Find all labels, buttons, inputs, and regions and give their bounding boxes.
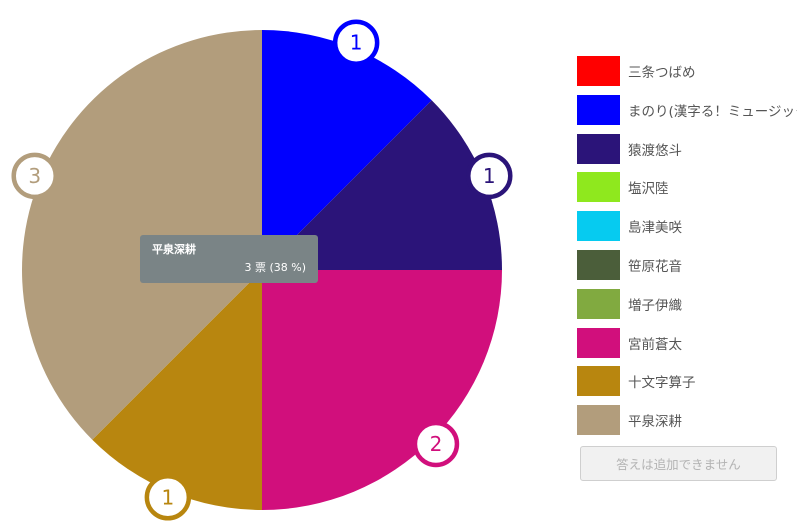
- legend-item[interactable]: 猿渡悠斗: [577, 133, 797, 164]
- legend-label: 平泉深耕: [628, 414, 682, 431]
- legend-item[interactable]: 平泉深耕: [577, 405, 797, 436]
- slice-value-text: 1: [161, 485, 174, 509]
- legend-label: 十文字算子: [628, 375, 696, 392]
- legend-swatch: [577, 94, 620, 125]
- pie-slices: [21, 30, 502, 510]
- tooltip-name: 平泉深耕: [152, 243, 196, 256]
- legend-item[interactable]: 塩沢陸: [577, 172, 797, 203]
- legend-label: 三条つばめ: [628, 65, 696, 81]
- legend-label: 笹原花音: [628, 258, 682, 275]
- slice-value-label: 1: [332, 19, 380, 66]
- pie-value-labels: 1 1 2 1 3: [11, 19, 513, 521]
- legend-swatch: [577, 249, 620, 280]
- pie-slice[interactable]: [92, 270, 262, 510]
- legend-item[interactable]: 三条つばめ: [577, 56, 797, 86]
- legend-item[interactable]: 増子伊織: [577, 288, 797, 319]
- slice-value-label: 1: [466, 152, 513, 200]
- legend-item[interactable]: 十文字算子: [577, 366, 797, 397]
- slice-value-text: 1: [350, 31, 363, 55]
- legend-swatch: [577, 288, 620, 319]
- legend-item[interactable]: 島津美咲: [577, 211, 797, 242]
- legend-label: 宮前蒼太: [628, 336, 682, 353]
- legend-label: まのり(漢字る！ミュージック): [628, 103, 797, 120]
- chart-tooltip: 平泉深耕 3 票 (38 %): [140, 235, 318, 283]
- legend-label: 増子伊織: [628, 297, 682, 314]
- legend-label: 塩沢陸: [628, 181, 669, 198]
- pie-slice[interactable]: [21, 30, 262, 440]
- legend-swatch: [577, 211, 620, 242]
- slice-value-label: 3: [11, 152, 58, 200]
- slice-value-label: 1: [144, 474, 192, 521]
- slice-value-label: 2: [412, 420, 460, 468]
- add-answer-button[interactable]: 答えは追加できません: [580, 446, 777, 481]
- legend-item[interactable]: 宮前蒼太: [577, 327, 797, 358]
- pie-slice[interactable]: [262, 270, 502, 510]
- legend-item[interactable]: まのり(漢字る！ミュージック): [577, 94, 797, 125]
- slice-value-text: 1: [483, 164, 496, 188]
- legend: 三条つばめまのり(漢字る！ミュージック) 猿渡悠斗塩沢陸島津美咲笹原花音増子伊織宮…: [577, 56, 797, 444]
- legend-label: 島津美咲: [628, 220, 682, 237]
- pie-chart: 1 1 2 1 3: [11, 19, 513, 521]
- legend-swatch: [577, 327, 620, 358]
- slice-value-text: 2: [430, 432, 443, 456]
- legend-swatch: [577, 366, 620, 397]
- legend-swatch: [577, 56, 620, 86]
- legend-swatch: [577, 405, 620, 436]
- legend-swatch: [577, 133, 620, 164]
- legend-swatch: [577, 172, 620, 203]
- pie-slice[interactable]: [262, 30, 432, 270]
- tooltip-value: 3 票 (38 %): [244, 261, 306, 274]
- pie-slice[interactable]: [262, 100, 502, 270]
- slice-value-text: 3: [28, 164, 41, 188]
- legend-item[interactable]: 笹原花音: [577, 249, 797, 280]
- legend-label: 猿渡悠斗: [628, 142, 682, 159]
